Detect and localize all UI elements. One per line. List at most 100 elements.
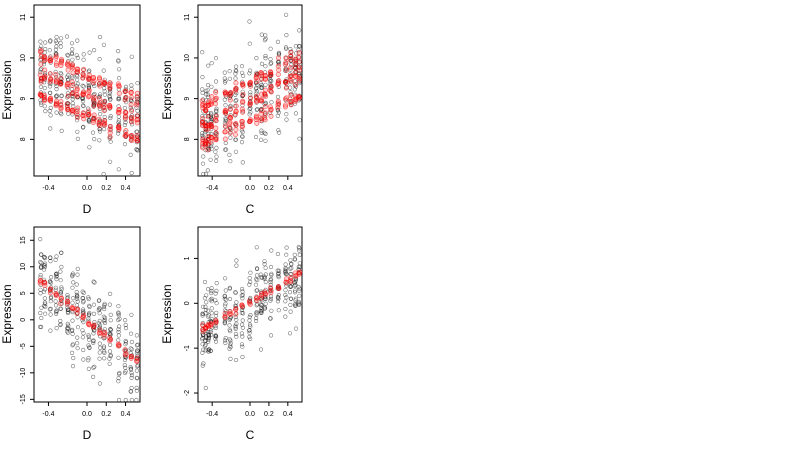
observed-point: [201, 171, 206, 177]
fitted-point: [228, 311, 234, 318]
observed-point: [42, 296, 48, 301]
fitted-point: [222, 107, 228, 113]
observed-point: [87, 68, 92, 73]
observed-point: [124, 349, 129, 354]
observed-point: [53, 272, 59, 277]
observed-point: [254, 245, 259, 250]
fitted-point: [233, 127, 239, 133]
fitted-point: [258, 96, 264, 103]
fitted-point: [134, 117, 140, 123]
observed-point: [71, 280, 76, 285]
observed-point: [214, 281, 219, 286]
observed-point: [268, 294, 274, 299]
observed-point: [116, 114, 121, 119]
fitted-point: [81, 66, 87, 72]
fitted-point: [283, 67, 290, 73]
observed-point: [107, 91, 112, 96]
fitted-point: [116, 90, 122, 96]
observed-point: [200, 113, 205, 119]
fitted-point: [296, 58, 302, 65]
x-tick-label: 0.4: [121, 185, 131, 192]
observed-point: [283, 314, 288, 319]
observed-point: [293, 303, 298, 309]
observed-point: [276, 275, 281, 280]
fitted-point: [91, 103, 97, 109]
observed-point: [129, 353, 134, 358]
fitted-point: [97, 96, 103, 102]
observed-point: [70, 74, 75, 79]
observed-point: [223, 303, 228, 308]
fitted-point: [267, 104, 273, 110]
x-tick-label: 0.2: [264, 411, 274, 418]
observed-point: [42, 263, 47, 268]
x-tick-label: 0.4: [283, 411, 293, 418]
fitted-point: [116, 110, 122, 116]
y-tick-label: 10: [184, 54, 191, 62]
fitted-point: [134, 94, 140, 100]
observed-points: [200, 244, 302, 391]
fitted-point: [240, 98, 246, 104]
observed-point: [48, 328, 53, 333]
observed-point: [275, 107, 280, 113]
fitted-point: [239, 106, 245, 112]
fitted-point: [227, 97, 233, 103]
fitted-point: [123, 110, 129, 116]
observed-point: [102, 315, 108, 320]
observed-point: [263, 55, 268, 61]
observed-point: [97, 323, 103, 328]
observed-point: [269, 271, 274, 276]
observed-point: [54, 277, 59, 282]
observed-point: [69, 51, 75, 57]
observed-point: [97, 94, 102, 99]
observed-point: [200, 313, 205, 318]
observed-point: [58, 278, 63, 283]
fitted-point: [213, 319, 219, 325]
observed-point: [135, 348, 140, 353]
observed-point: [87, 345, 92, 351]
y-axis-label: Expression: [160, 284, 174, 343]
observed-point: [91, 338, 96, 343]
x-tick-label: 0.2: [264, 185, 274, 192]
observed-point: [86, 358, 91, 363]
fitted-point: [275, 284, 282, 290]
observed-point: [59, 72, 64, 77]
observed-point: [268, 264, 274, 270]
observed-point: [297, 80, 302, 86]
observed-point: [284, 45, 289, 50]
observed-point: [283, 98, 288, 103]
observed-point: [48, 259, 53, 264]
observed-point: [200, 133, 205, 138]
observed-point: [70, 273, 75, 278]
observed-point: [222, 294, 227, 299]
observed-point: [259, 82, 264, 88]
observed-point: [135, 353, 140, 358]
panel-bottom-right: -0.4 0.0 0.2 0.4 -2 -1 0 1 C Expression: [160, 226, 303, 442]
observed-point: [75, 325, 81, 330]
observed-point: [65, 310, 71, 316]
fitted-point: [202, 142, 208, 148]
observed-point: [200, 161, 206, 166]
observed-point: [209, 132, 214, 137]
fitted-point: [96, 75, 103, 81]
observed-point: [70, 343, 75, 348]
observed-point: [123, 342, 128, 347]
fitted-point: [275, 63, 281, 69]
observed-point: [65, 91, 70, 96]
observed-point: [75, 112, 80, 117]
fitted-point: [58, 81, 64, 87]
observed-point: [223, 301, 228, 306]
observed-point: [240, 318, 245, 323]
observed-point: [240, 354, 245, 360]
observed-point: [203, 343, 208, 348]
fitted-point: [282, 79, 288, 85]
observed-point: [297, 28, 302, 33]
x-tick-label: -0.4: [206, 411, 218, 418]
observed-point: [97, 350, 102, 355]
observed-point: [200, 350, 205, 355]
observed-point: [297, 246, 302, 251]
observed-point: [108, 115, 113, 121]
observed-point: [42, 311, 48, 316]
observed-point: [122, 105, 127, 111]
observed-point: [81, 320, 86, 325]
